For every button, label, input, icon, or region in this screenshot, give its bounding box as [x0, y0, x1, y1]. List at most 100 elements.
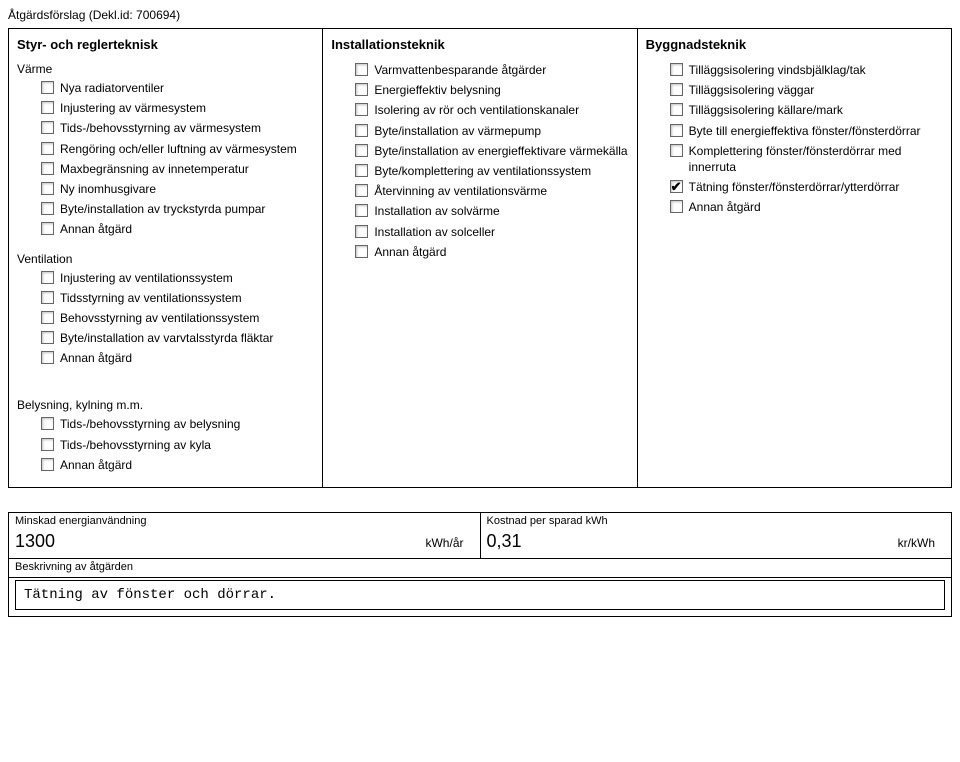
cost-value: 0,31 — [487, 531, 522, 552]
checkbox-item: Tidsstyrning av ventilationssystem — [41, 290, 314, 306]
checkbox[interactable] — [41, 417, 54, 430]
energy-unit: kWh/år — [425, 536, 463, 550]
checkbox-label: Annan åtgärd — [60, 457, 314, 473]
checkbox[interactable] — [41, 121, 54, 134]
checkbox-item: Tids-/behovsstyrning av belysning — [41, 416, 314, 432]
checkbox-label: Byte/installation av värmepump — [374, 123, 628, 139]
checkbox-item: Maxbegränsning av innetemperatur — [41, 161, 314, 177]
checkbox[interactable] — [670, 83, 683, 96]
checkbox[interactable] — [41, 291, 54, 304]
col3-list: Tilläggsisolering vindsbjälklag/tak Tillä… — [646, 62, 943, 216]
checkbox[interactable] — [670, 200, 683, 213]
checkbox-item: Energieffektiv belysning — [355, 82, 628, 98]
checkbox[interactable] — [355, 184, 368, 197]
checkbox-item: Ny inomhusgivare — [41, 181, 314, 197]
page-header: Åtgärdsförslag (Dekl.id: 700694) — [8, 8, 952, 22]
col2-heading: Installationsteknik — [331, 37, 628, 52]
checkbox[interactable] — [41, 271, 54, 284]
checkbox-item: Tilläggsisolering väggar — [670, 82, 943, 98]
checkbox-label: Tilläggsisolering vindsbjälklag/tak — [689, 62, 943, 78]
checkbox-label: Behovsstyrning av ventilationssystem — [60, 310, 314, 326]
columns: Styr- och reglerteknisk Värme Nya radiat… — [8, 28, 952, 488]
checkbox[interactable] — [355, 83, 368, 96]
checkbox-item: Isolering av rör och ventilationskanaler — [355, 102, 628, 118]
checkbox-item: Byte/installation av varvtalsstyrda fläk… — [41, 330, 314, 346]
checkbox-item: Tids-/behovsstyrning av värmesystem — [41, 120, 314, 136]
checkbox-label: Tidsstyrning av ventilationssystem — [60, 290, 314, 306]
cost-label: Kostnad per sparad kWh — [487, 515, 946, 527]
checkbox-label: Tids-/behovsstyrning av värmesystem — [60, 120, 314, 136]
checkbox[interactable] — [41, 311, 54, 324]
checkbox-label: Installation av solceller — [374, 224, 628, 240]
checkbox-label: Byte/installation av varvtalsstyrda fläk… — [60, 330, 314, 346]
checkbox-label: Maxbegränsning av innetemperatur — [60, 161, 314, 177]
checkbox[interactable] — [41, 182, 54, 195]
checkbox[interactable] — [41, 202, 54, 215]
checkbox[interactable] — [41, 438, 54, 451]
cost-unit: kr/kWh — [898, 536, 935, 550]
checkbox[interactable] — [670, 63, 683, 76]
checkbox-item: Nya radiatorventiler — [41, 80, 314, 96]
checkbox[interactable] — [41, 101, 54, 114]
checkbox[interactable] — [355, 245, 368, 258]
checkbox-label: Tids-/behovsstyrning av kyla — [60, 437, 314, 453]
cost-cell: Kostnad per sparad kWh 0,31 kr/kWh — [480, 513, 952, 558]
checkbox[interactable] — [355, 204, 368, 217]
checkbox[interactable] — [355, 225, 368, 238]
checkbox-label: Byte/installation av tryckstyrda pumpar — [60, 201, 314, 217]
checkbox-item: Rengöring och/eller luftning av värmesys… — [41, 141, 314, 157]
checkbox[interactable] — [355, 124, 368, 137]
checkbox-item: Byte till energieffektiva fönster/fönste… — [670, 123, 943, 139]
checkbox-item: Tätning fönster/fönsterdörrar/ytterdörra… — [670, 179, 943, 195]
group-ventilation-label: Ventilation — [17, 252, 314, 266]
checkbox-item: Injustering av ventilationssystem — [41, 270, 314, 286]
checkbox[interactable] — [41, 458, 54, 471]
checkbox-item: Tilläggsisolering vindsbjälklag/tak — [670, 62, 943, 78]
checkbox-item: Installation av solceller — [355, 224, 628, 240]
energy-value: 1300 — [15, 531, 55, 552]
checkbox[interactable] — [670, 103, 683, 116]
checkbox[interactable] — [41, 331, 54, 344]
checkbox-item: Annan åtgärd — [41, 350, 314, 366]
col3-heading: Byggnadsteknik — [646, 37, 943, 52]
checkbox-label: Byte/komplettering av ventilationssystem — [374, 163, 628, 179]
checkbox-label: Annan åtgärd — [374, 244, 628, 260]
checkbox-item: Tilläggsisolering källare/mark — [670, 102, 943, 118]
checkbox-item: Behovsstyrning av ventilationssystem — [41, 310, 314, 326]
checkbox[interactable] — [41, 351, 54, 364]
group-belysning-list: Tids-/behovsstyrning av belysning Tids-/b… — [17, 416, 314, 473]
checkbox[interactable] — [670, 180, 683, 193]
checkbox[interactable] — [41, 222, 54, 235]
checkbox-item: Annan åtgärd — [41, 221, 314, 237]
group-belysning-label: Belysning, kylning m.m. — [17, 398, 314, 412]
checkbox-label: Tilläggsisolering väggar — [689, 82, 943, 98]
checkbox-item: Tids-/behovsstyrning av kyla — [41, 437, 314, 453]
checkbox-label: Installation av solvärme — [374, 203, 628, 219]
checkbox-item: Byte/installation av tryckstyrda pumpar — [41, 201, 314, 217]
checkbox[interactable] — [41, 142, 54, 155]
checkbox-item: Byte/komplettering av ventilationssystem — [355, 163, 628, 179]
group-ventilation-list: Injustering av ventilationssystem Tidssty… — [17, 270, 314, 367]
col1-heading: Styr- och reglerteknisk — [17, 37, 314, 52]
checkbox-item: Annan åtgärd — [670, 199, 943, 215]
checkbox-item: Byte/installation av energieffektivare v… — [355, 143, 628, 159]
checkbox-label: Energieffektiv belysning — [374, 82, 628, 98]
group-varme-list: Nya radiatorventiler Injustering av värme… — [17, 80, 314, 238]
checkbox-item: Annan åtgärd — [355, 244, 628, 260]
checkbox[interactable] — [670, 144, 683, 157]
checkbox[interactable] — [355, 144, 368, 157]
checkbox-label: Injustering av värmesystem — [60, 100, 314, 116]
col2-list: Varmvattenbesparande åtgärderEnergieffek… — [331, 62, 628, 260]
checkbox[interactable] — [355, 63, 368, 76]
energy-cell: Minskad energianvändning 1300 kWh/år — [9, 513, 480, 558]
checkbox-item: Annan åtgärd — [41, 457, 314, 473]
checkbox[interactable] — [355, 164, 368, 177]
checkbox-label: Annan åtgärd — [60, 221, 314, 237]
checkbox-label: Annan åtgärd — [689, 199, 943, 215]
desc-label: Beskrivning av åtgärden — [15, 561, 945, 573]
checkbox[interactable] — [355, 103, 368, 116]
checkbox[interactable] — [670, 124, 683, 137]
checkbox[interactable] — [41, 81, 54, 94]
checkbox-label: Tätning fönster/fönsterdörrar/ytterdörra… — [689, 179, 943, 195]
checkbox[interactable] — [41, 162, 54, 175]
